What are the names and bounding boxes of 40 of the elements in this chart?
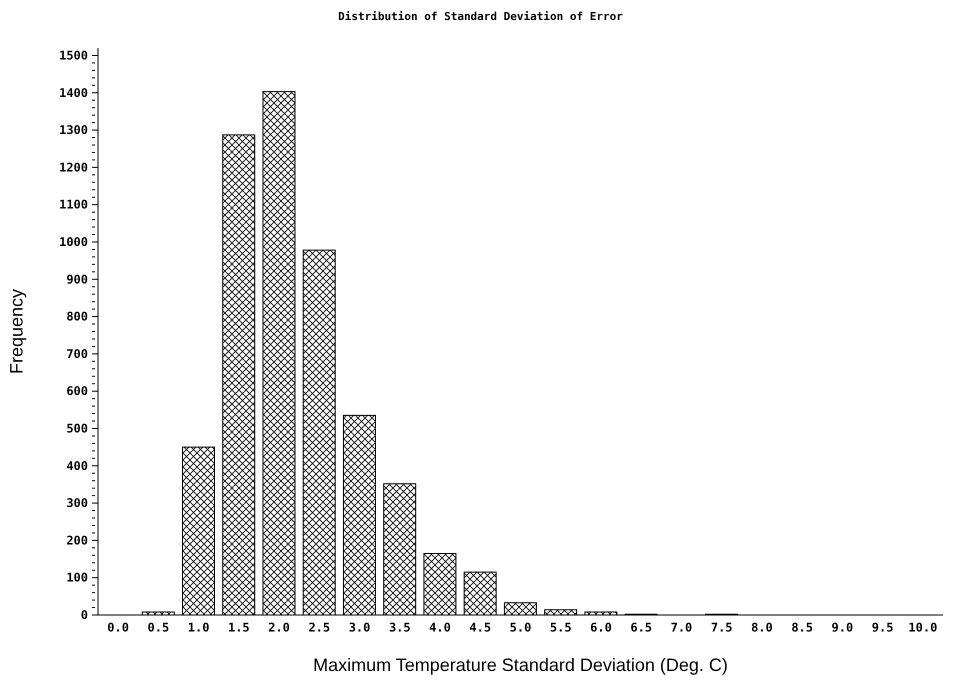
y-tick-label: 1000 xyxy=(59,234,88,249)
chart-title: Distribution of Standard Deviation of Error xyxy=(337,9,624,25)
y-axis-title: Frequency xyxy=(6,288,26,374)
x-tick-label: 0.5 xyxy=(148,620,170,635)
x-tick-label: 5.0 xyxy=(510,620,532,635)
y-tick-label: 0 xyxy=(80,608,88,622)
y-tick-label: 1200 xyxy=(59,160,88,174)
x-tick-label: 8.0 xyxy=(751,620,773,635)
x-tick-label: 0.0 xyxy=(107,620,129,635)
y-tick-label: 600 xyxy=(66,384,88,398)
x-tick-label: 10.0 xyxy=(908,620,938,635)
x-tick-label: 2.5 xyxy=(308,620,330,635)
y-tick-label: 400 xyxy=(66,458,88,473)
x-tick-label: 7.0 xyxy=(670,620,692,635)
y-tick-label: 500 xyxy=(66,421,88,436)
x-tick-label: 6.0 xyxy=(590,620,612,635)
x-tick-label: 9.5 xyxy=(872,620,894,635)
x-tick-label: 9.0 xyxy=(832,620,854,635)
y-tick-label: 900 xyxy=(66,272,88,286)
x-tick-label: 5.5 xyxy=(550,620,572,635)
x-tick-label: 4.5 xyxy=(469,620,492,635)
x-tick-label: 1.0 xyxy=(188,620,210,635)
x-tick-label: 6.5 xyxy=(630,620,652,635)
y-tick-label: 300 xyxy=(66,496,88,510)
y-tick-label: 1300 xyxy=(59,123,88,138)
x-tick-label: 7.5 xyxy=(710,620,733,635)
x-tick-label: 8.5 xyxy=(791,620,814,635)
x-tick-label: 3.0 xyxy=(348,620,370,635)
x-tick-label: 3.5 xyxy=(388,620,411,635)
y-tick-label: 1400 xyxy=(59,86,88,100)
y-tick-label: 1100 xyxy=(59,198,88,212)
y-tick-label: 700 xyxy=(66,346,88,361)
y-tick-label: 200 xyxy=(66,533,88,548)
x-axis-title: Maximum Temperature Standard Deviation (Deg. C) xyxy=(313,655,728,675)
x-tick-label: 2.0 xyxy=(268,620,290,635)
x-tick-label: 4.0 xyxy=(429,620,451,635)
x-tick-label: 1.5 xyxy=(228,620,250,635)
y-tick-label: 1500 xyxy=(59,48,88,62)
y-tick-label: 800 xyxy=(66,310,88,324)
y-tick-label: 100 xyxy=(66,570,88,585)
